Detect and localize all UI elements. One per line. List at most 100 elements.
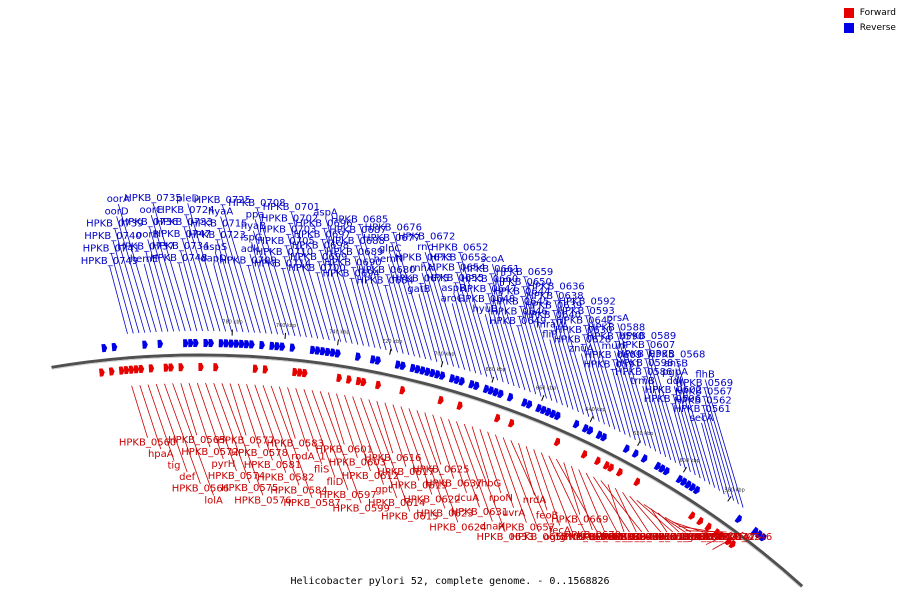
gene-label: HPKB_0723 [188, 230, 245, 241]
leader-line [278, 386, 296, 439]
leader-line [205, 382, 237, 472]
leader-line [303, 389, 336, 478]
gene-label: HPKB_0615 [381, 512, 438, 523]
kbp-tick-mark [389, 348, 392, 355]
leader-line [614, 350, 641, 443]
gene-label: HPKB_0672 [398, 232, 455, 243]
leader-line [692, 531, 709, 536]
gene-label: fliP [542, 329, 557, 340]
gene-label: pleD [176, 193, 199, 204]
leader-line [518, 443, 535, 496]
reverse-gene-arrow [750, 526, 759, 536]
reverse-gene-arrow [369, 355, 376, 364]
gene-label: HPKB_0735 [124, 193, 181, 204]
leader-line [582, 344, 605, 425]
leader-line [254, 384, 287, 473]
leader-line [114, 228, 146, 333]
forward-gene-arrow [728, 539, 736, 549]
gene-label: HPKB_0697 [293, 230, 350, 241]
gene-label: trmB [630, 376, 655, 387]
gene-label: HPKB_0740 [84, 231, 141, 242]
gene-label: fliD [327, 477, 344, 488]
leader-line [701, 413, 725, 495]
gene-label: HPKB_0560 [119, 438, 176, 449]
leader-line [502, 437, 540, 533]
forward-gene-arrow [704, 522, 712, 531]
gene-label: HPKB_0742 [698, 532, 755, 543]
forward-gene-arrow [399, 385, 406, 395]
forward-gene-arrow [375, 380, 381, 390]
gene-label: ligA [682, 532, 701, 543]
gene-label: hemN [374, 254, 404, 265]
leader-line [147, 239, 175, 332]
leader-line [484, 314, 504, 383]
gene-label: HPKB_0625 [412, 465, 469, 476]
leader-line [376, 400, 394, 454]
reverse-gene-arrow [535, 403, 542, 413]
gene-label: HPKB_0713 [620, 532, 677, 543]
gene-label: fecA [549, 525, 571, 536]
leader-line [319, 391, 362, 504]
gene-label: HPKB_0692 [588, 532, 645, 543]
reverse-gene-arrow [754, 529, 763, 539]
leader-line [600, 480, 643, 533]
gene-label: HPKB_0592 [558, 297, 615, 308]
gene-label: HPKB_0654 [428, 263, 485, 274]
leader-line [703, 396, 735, 501]
reverse-gene-arrow [497, 389, 504, 399]
reverse-gene-arrow [448, 374, 456, 383]
leader-line [650, 508, 668, 533]
leader-line [355, 245, 387, 351]
gene-label: HPKB_0745 [703, 532, 760, 543]
reverse-gene-arrow [487, 386, 494, 395]
leader-line [614, 488, 637, 533]
legend-forward-label: Forward [859, 8, 896, 18]
gene-label: HPKB_0696 [295, 219, 352, 230]
leader-line [676, 359, 716, 488]
gene-label: oorD [105, 206, 129, 217]
reverse-gene-arrow [269, 341, 275, 350]
gene-label: rnhA [410, 263, 434, 274]
gene-label: HPKB_0574 [208, 471, 265, 482]
gene-label: HPKB_0647 [459, 284, 516, 295]
gene-label: HPKB_0639 [525, 300, 582, 311]
leader-line [139, 384, 162, 450]
reverse-gene-arrow [434, 370, 441, 379]
gene-label: ansB [664, 358, 689, 369]
leader-line [674, 377, 706, 482]
leader-line [164, 383, 201, 484]
reverse-gene-arrow [521, 398, 528, 407]
leader-line [290, 211, 330, 341]
gene-label: HPKB_0746 [715, 532, 772, 543]
leader-line [555, 458, 598, 533]
reverse-gene-arrow [233, 339, 240, 348]
gene-label: HPKB_0619 [390, 481, 447, 492]
gene-label: HPKB_0670 [564, 530, 621, 541]
leader-line [246, 384, 273, 461]
forward-gene-arrow [148, 364, 155, 373]
leader-line [213, 263, 232, 332]
reverse-gene-arrow [679, 477, 687, 486]
forward-gene-arrow [593, 456, 601, 466]
leader-line [554, 300, 590, 417]
leader-line [388, 264, 415, 357]
gene-label: HPKB_0733 [155, 217, 212, 228]
forward-gene-arrow [360, 377, 367, 387]
gene-label: mraW [536, 320, 566, 331]
gene-label: HPKB_0597 [319, 490, 376, 501]
reverse-gene-arrow [622, 444, 630, 453]
leader-line [585, 472, 618, 533]
leader-line [196, 382, 224, 460]
leader-line [188, 382, 211, 448]
gene-label: HPKB_0715 [190, 218, 247, 229]
leader-line [487, 293, 515, 387]
reverse-gene-arrow [653, 461, 661, 471]
leader-line [247, 265, 267, 334]
leader-line [295, 388, 323, 465]
forward-gene-arrow [716, 531, 724, 540]
gene-label: HPKB_0739 [86, 219, 143, 230]
reverse-gene-arrow [314, 346, 321, 355]
leader-line [323, 228, 359, 345]
leader-line [187, 203, 227, 332]
kbp-tick-mark [284, 332, 287, 339]
